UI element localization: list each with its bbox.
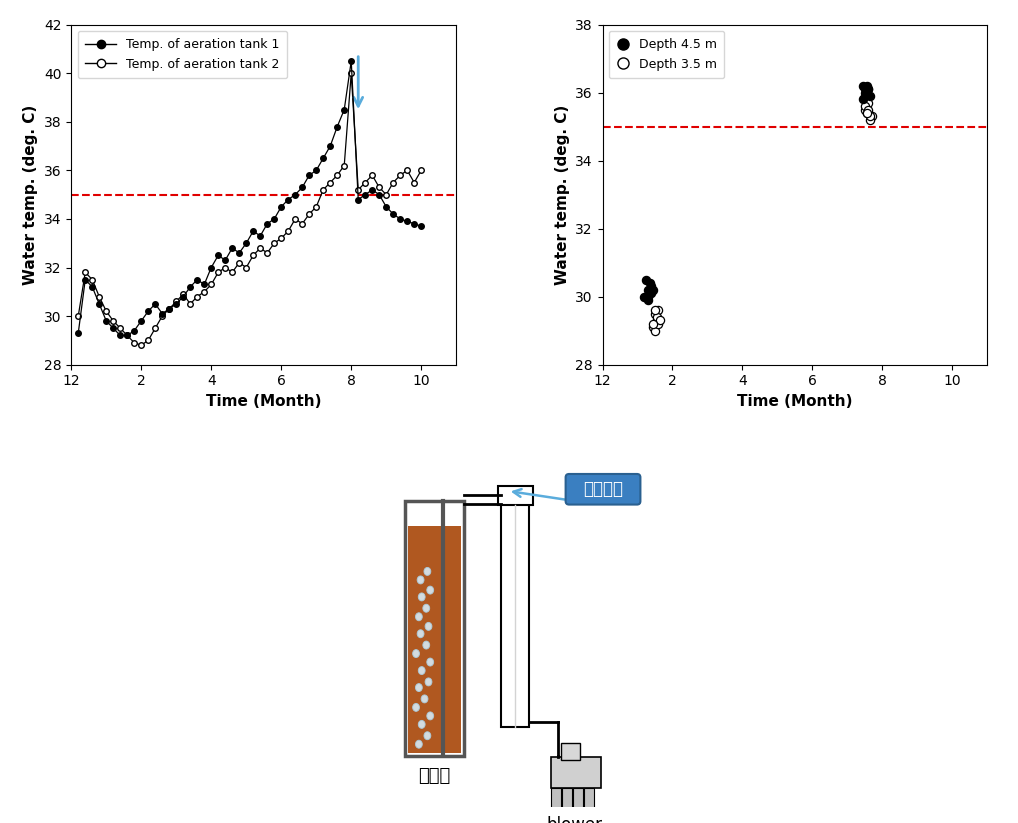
Ellipse shape [427,712,434,720]
Point [651,304,667,317]
Text: 냉수공급: 냉수공급 [583,481,623,498]
Bar [584,788,593,808]
Point [864,110,881,123]
Text: 폭기조: 폭기조 [418,767,451,785]
Y-axis label: Water temp. (deg. C): Water temp. (deg. C) [555,105,570,285]
Legend: Depth 4.5 m, Depth 3.5 m: Depth 4.5 m, Depth 3.5 m [609,31,724,78]
Bar [561,743,580,760]
Point [648,310,665,323]
Point [857,90,873,103]
Point [855,93,871,106]
Bar [552,788,561,808]
Y-axis label: Water temp. (deg. C): Water temp. (deg. C) [23,105,39,285]
Point [860,82,876,95]
Point [638,273,655,286]
FancyBboxPatch shape [566,474,640,504]
Point [641,286,658,300]
Ellipse shape [418,720,426,728]
Ellipse shape [418,667,426,675]
Bar [501,492,529,728]
Bar [573,788,583,808]
Ellipse shape [412,704,419,711]
Point [640,283,657,296]
Point [640,290,657,303]
Point [860,82,876,95]
Ellipse shape [422,641,430,649]
Ellipse shape [426,678,432,686]
Point [646,307,663,320]
Point [643,280,660,293]
Point [646,304,663,317]
Point [862,114,879,127]
Ellipse shape [427,586,434,594]
Ellipse shape [415,684,422,691]
Point [636,290,653,303]
Point [641,277,658,290]
Point [857,103,873,116]
Ellipse shape [421,695,428,703]
Bar [562,788,572,808]
Ellipse shape [417,630,423,638]
Ellipse shape [426,622,432,630]
Point [638,290,655,303]
Point [858,79,874,92]
Point [643,286,660,300]
Point [857,86,873,100]
Point [860,103,876,116]
Ellipse shape [422,604,430,612]
Ellipse shape [415,740,422,748]
Text: blower: blower [547,816,603,823]
Ellipse shape [423,732,431,740]
Point [645,321,662,334]
Point [651,317,667,330]
Bar [408,526,461,753]
Ellipse shape [418,593,426,601]
Point [653,314,669,327]
Bar [498,486,532,504]
Point [646,324,663,337]
Point [645,317,662,330]
X-axis label: Time (Month): Time (Month) [206,394,322,409]
X-axis label: Time (Month): Time (Month) [737,394,853,409]
Point [862,110,879,123]
Point [858,106,874,119]
Ellipse shape [417,576,423,584]
Bar [552,757,602,788]
Point [645,283,662,296]
Point [640,294,657,307]
Ellipse shape [427,658,434,666]
Point [858,86,874,100]
Point [857,100,873,113]
Ellipse shape [415,613,422,621]
Ellipse shape [412,649,419,658]
Point [648,314,665,327]
Point [860,96,876,109]
Point [862,90,879,103]
Point [855,79,871,92]
Legend: Temp. of aeration tank 1, Temp. of aeration tank 2: Temp. of aeration tank 1, Temp. of aerat… [77,31,287,78]
Ellipse shape [423,567,431,575]
Point [858,106,874,119]
Point [857,82,873,95]
Bar [405,500,464,756]
